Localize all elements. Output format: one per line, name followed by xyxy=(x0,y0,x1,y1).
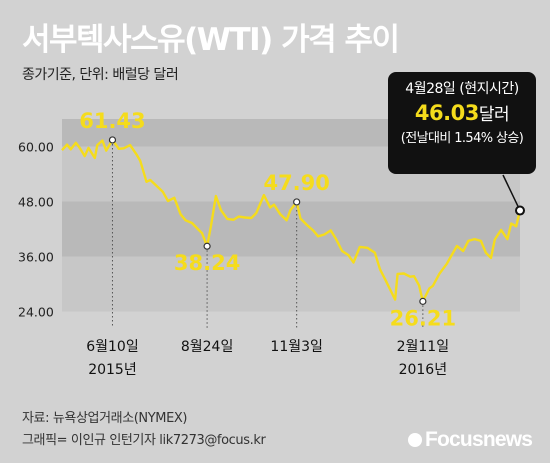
annotation-label: 47.90 xyxy=(263,171,329,195)
logo-text: Focusnews xyxy=(425,428,533,451)
callout-note: (전날대비 1.54% 상승) xyxy=(400,131,524,146)
callout-pointer xyxy=(502,174,521,211)
x-tick-label: 11월3일 xyxy=(270,339,322,355)
annotation-label: 38.24 xyxy=(174,251,240,275)
y-tick-label: 48.00 xyxy=(18,195,54,210)
callout-price-unit: 달러 xyxy=(478,105,510,125)
y-tick-label: 36.00 xyxy=(18,250,54,265)
focusnews-logo: Focusnews xyxy=(408,428,533,452)
callout-price: 46.03달러 xyxy=(388,100,536,125)
latest-price-callout: 4월28일 (현지시간) 46.03달러 (전날대비 1.54% 상승) xyxy=(388,72,536,174)
logo-dot-icon xyxy=(408,433,422,447)
x-tick-label: 2월11일 xyxy=(397,339,449,355)
price-line xyxy=(61,138,522,303)
callout-date: 4월28일 (현지시간) xyxy=(405,81,519,97)
source-note: 자료: 뉴욕상업거래소(NYMEX) xyxy=(22,411,188,426)
annotation-label: 61.43 xyxy=(79,109,145,133)
x-tick-label: 8월24일 xyxy=(181,339,233,355)
x-tick-year-label: 2016년 xyxy=(399,362,448,378)
annotation-point xyxy=(293,198,301,206)
x-tick-year-label: 2015년 xyxy=(88,362,137,378)
latest-point-marker xyxy=(515,205,525,216)
y-tick-label: 60.00 xyxy=(18,140,54,155)
annotation-point xyxy=(419,297,427,305)
x-tick-label: 6월10일 xyxy=(86,339,138,355)
annotation-point xyxy=(108,136,117,144)
chart-subtitle: 종가기준, 단위: 배럴당 달러 xyxy=(22,67,179,83)
annotation-point xyxy=(203,242,211,250)
annotation-label: 26.21 xyxy=(390,306,456,330)
plot-band xyxy=(62,256,520,312)
callout-price-value: 46.03 xyxy=(414,101,479,125)
y-tick-label: 24.00 xyxy=(18,305,54,320)
chart-title: 서부텍사스유(WTI) 가격 추이 xyxy=(22,22,400,58)
credit-note: 그래픽= 이인규 인턴기자 lik7273@focus.kr xyxy=(22,433,266,448)
